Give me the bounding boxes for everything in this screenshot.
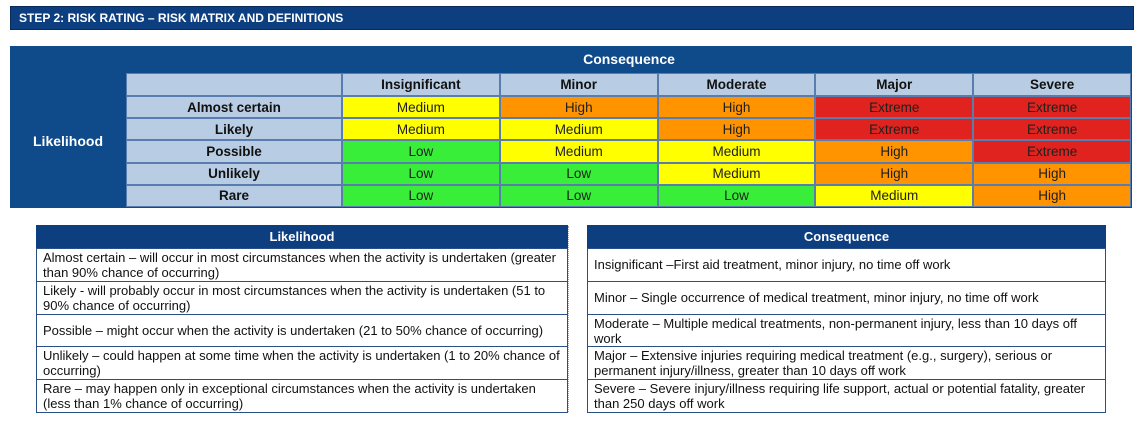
rating-cell: Extreme xyxy=(973,96,1131,119)
corner-cell xyxy=(126,73,342,96)
rating-cell: High xyxy=(973,162,1131,185)
rating-cell: Low xyxy=(342,184,500,207)
row-header: Unlikely xyxy=(126,162,342,185)
likelihood-definition: Almost certain – will occur in most circ… xyxy=(36,248,568,282)
rating-cell: Low xyxy=(657,184,816,207)
rating-cell: Medium xyxy=(815,184,974,207)
consequence-definition: Major – Extensive injuries requiring med… xyxy=(587,346,1106,381)
rating-cell: High xyxy=(815,140,974,163)
consequence-label: Consequence xyxy=(583,51,675,67)
rating-cell: Medium xyxy=(342,96,500,119)
rating-cell: Extreme xyxy=(815,118,974,141)
rating-cell: High xyxy=(815,162,974,185)
rating-cell: Low xyxy=(499,162,658,185)
consequence-definition: Severe – Severe injury/illness requiring… xyxy=(587,379,1106,413)
likelihood-definition: Likely - will probably occur in most cir… xyxy=(36,280,568,315)
likelihood-definitions-header: Likelihood xyxy=(36,225,568,248)
consequence-definition: Moderate – Multiple medical treatments, … xyxy=(587,313,1106,348)
likelihood-definition: Rare – may happen only in exceptional ci… xyxy=(36,379,568,413)
separator xyxy=(568,226,569,412)
likelihood-definition: Possible – might occur when the activity… xyxy=(36,313,568,348)
section-header: STEP 2: RISK RATING – RISK MATRIX AND DE… xyxy=(10,6,1134,30)
column-header: Minor xyxy=(499,73,658,96)
row-header: Rare xyxy=(126,184,342,207)
rating-cell: Low xyxy=(499,184,658,207)
column-header: Insignificant xyxy=(342,73,500,96)
row-header: Almost certain xyxy=(126,96,342,119)
rating-cell: High xyxy=(973,184,1131,207)
consequence-definition: Minor – Single occurrence of medical tre… xyxy=(587,280,1106,315)
column-header: Moderate xyxy=(657,73,816,96)
rating-cell: Extreme xyxy=(973,140,1131,163)
rating-cell: Medium xyxy=(342,118,500,141)
likelihood-definition: Unlikely – could happen at some time whe… xyxy=(36,346,568,381)
row-header: Likely xyxy=(126,118,342,141)
column-header: Major xyxy=(815,73,974,96)
rating-cell: High xyxy=(657,96,816,119)
rating-cell: Low xyxy=(342,140,500,163)
rating-cell: High xyxy=(499,96,658,119)
rating-cell: Medium xyxy=(657,140,816,163)
rating-cell: Low xyxy=(342,162,500,185)
rating-cell: Extreme xyxy=(973,118,1131,141)
rating-cell: Medium xyxy=(657,162,816,185)
row-header: Possible xyxy=(126,140,342,163)
rating-cell: Medium xyxy=(499,140,658,163)
consequence-definition: Insignificant –First aid treatment, mino… xyxy=(587,248,1106,282)
likelihood-label: Likelihood xyxy=(33,132,103,149)
rating-cell: High xyxy=(657,118,816,141)
consequence-definitions-header: Consequence xyxy=(587,225,1106,248)
rating-cell: Extreme xyxy=(815,96,974,119)
column-header: Severe xyxy=(973,73,1131,96)
rating-cell: Medium xyxy=(499,118,658,141)
